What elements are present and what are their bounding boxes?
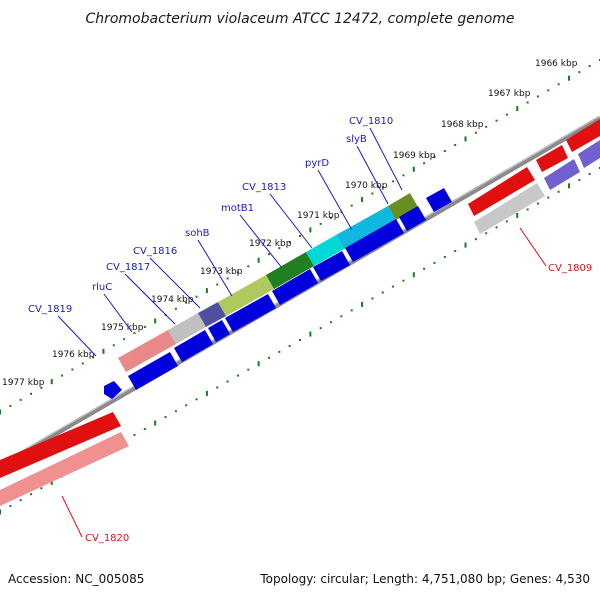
gene-label-lines — [57, 127, 547, 538]
gene-cv-1816[interactable] — [218, 275, 274, 316]
gene-blue-5[interactable] — [272, 269, 318, 305]
gene-cv-1820-forward[interactable] — [0, 412, 121, 478]
gene-label-leader — [197, 239, 233, 297]
gene-label-leader — [149, 257, 201, 309]
gene-cv-1809-reverse[interactable] — [474, 183, 545, 234]
gene-sohB[interactable] — [266, 252, 314, 289]
kbp-label: 1972 kbp — [249, 239, 292, 249]
gene-purple-right-2[interactable] — [578, 140, 600, 168]
gene-purple-right-1[interactable] — [544, 159, 580, 190]
map-title: Chromobacterium violaceum ATCC 12472, co… — [85, 11, 514, 27]
gene-label-leader — [369, 127, 403, 191]
gene-label[interactable]: CV_1813 — [242, 182, 286, 193]
gene-blue-8[interactable] — [399, 206, 426, 231]
tick-rows — [0, 59, 600, 515]
gene-cv-1813[interactable] — [336, 206, 396, 249]
gene-blue-9[interactable] — [426, 188, 452, 212]
gene-blue-1[interactable] — [128, 352, 178, 390]
gene-blue-6[interactable] — [313, 251, 350, 281]
kbp-label: 1969 kbp — [393, 151, 436, 161]
gene-cv-1809-forward[interactable] — [468, 167, 535, 216]
gene-label-leader — [269, 193, 313, 249]
gene-label[interactable]: CV_1820 — [85, 533, 129, 544]
gene-label-leader — [61, 495, 83, 538]
gene-label[interactable]: slyB — [346, 134, 367, 145]
kbp-label: 1971 kbp — [297, 211, 340, 221]
gene-label[interactable]: rluC — [92, 282, 112, 293]
kbp-label: 1976 kbp — [52, 350, 95, 360]
kbp-label: 1975 kbp — [101, 323, 144, 333]
gene-label-leader — [519, 227, 547, 267]
gene-label-leader — [124, 273, 176, 325]
gene-blue-2[interactable] — [174, 330, 213, 362]
kbp-label: 1967 kbp — [488, 89, 531, 99]
gene-blue-4[interactable] — [225, 294, 276, 332]
gene-label-leader — [103, 293, 133, 333]
accession-label: Accession: NC_005085 — [8, 572, 145, 586]
gene-label[interactable]: pyrD — [305, 158, 329, 169]
gene-motB1[interactable] — [306, 235, 344, 266]
gene-cv-1817[interactable] — [198, 302, 226, 327]
gene-label[interactable]: sohB — [185, 228, 210, 239]
gene-label[interactable]: CV_1810 — [349, 116, 393, 127]
kbp-label: 1970 kbp — [345, 181, 388, 191]
gene-label[interactable]: CV_1816 — [133, 246, 177, 257]
gene-pyrD[interactable] — [388, 193, 418, 220]
gene-label-leader — [57, 315, 97, 357]
genome-summary: Topology: circular; Length: 4,751,080 bp… — [260, 572, 590, 586]
gene-rluC[interactable] — [168, 313, 206, 344]
kbp-label: 1973 kbp — [200, 267, 243, 277]
gene-label-leader — [356, 145, 389, 205]
kbp-label: 1966 kbp — [535, 59, 578, 69]
gene-features — [0, 119, 600, 506]
gene-label-leader — [317, 169, 353, 231]
kbp-label: 1974 kbp — [151, 295, 194, 305]
gene-cv-1820-reverse[interactable] — [0, 432, 129, 506]
gene-cv-1819[interactable] — [118, 330, 176, 372]
gene-labels: CV_1810 slyB pyrD CV_1813 motB1 sohB CV_1816 CV… — [28, 116, 592, 544]
gene-blue-small[interactable] — [104, 381, 122, 399]
kbp-labels: 1966 kbp 1967 kbp 1968 kbp 1969 kbp 1970 kbp… — [2, 59, 578, 388]
gene-label[interactable]: CV_1817 — [106, 262, 150, 273]
gene-blue-3[interactable] — [208, 320, 230, 342]
gene-red-right-2[interactable] — [566, 119, 600, 152]
gene-label[interactable]: CV_1809 — [548, 263, 592, 274]
kbp-label: 1977 kbp — [2, 378, 45, 388]
gene-red-right-1[interactable] — [536, 145, 568, 172]
kbp-label: 1968 kbp — [441, 120, 484, 130]
gene-label[interactable]: motB1 — [221, 203, 254, 214]
gene-blue-7[interactable] — [345, 219, 404, 262]
gene-label[interactable]: CV_1819 — [28, 304, 72, 315]
gene-label-leader — [239, 214, 283, 269]
